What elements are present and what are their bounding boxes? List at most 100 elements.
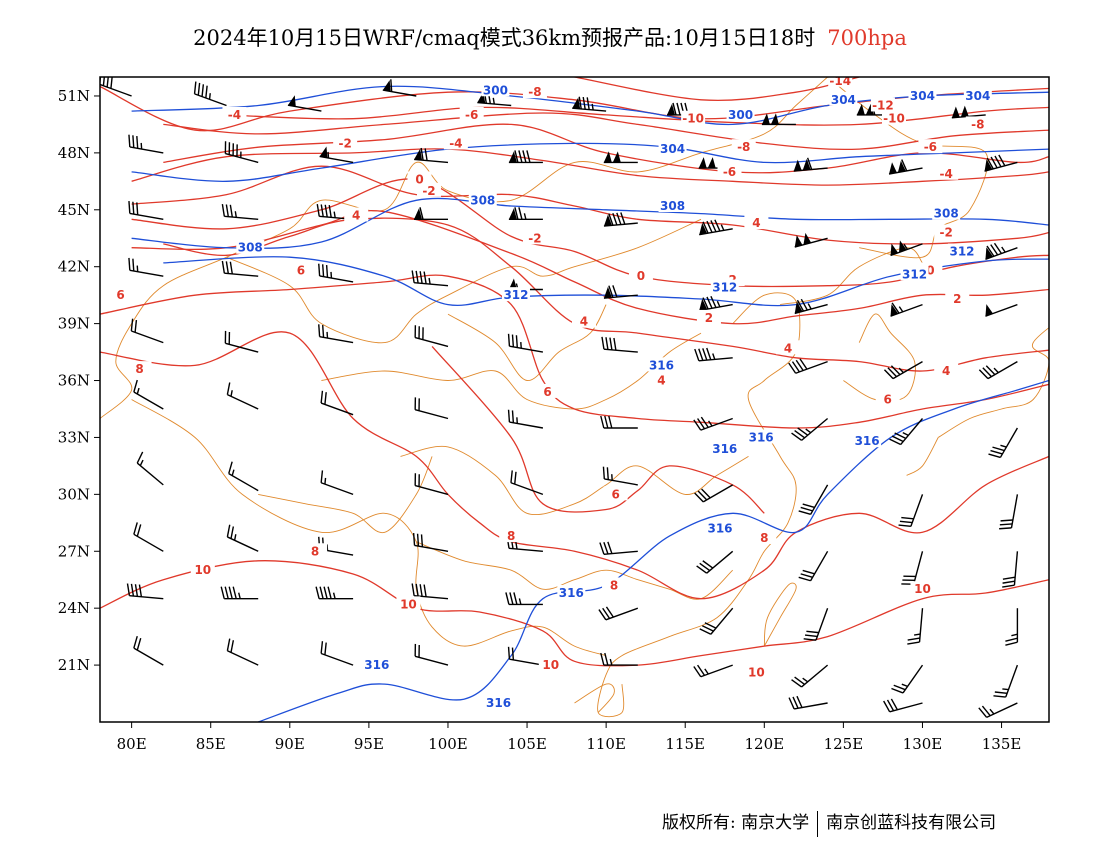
label-mask [932,205,961,220]
lat-tick-label: 33N [58,428,90,446]
isotherm-label: -6 [924,140,937,154]
border-line [938,327,1049,438]
temperature-isotherm [100,560,1049,667]
wind-barb [693,416,733,431]
wind-barb [507,646,544,666]
wind-barb [136,451,164,486]
wind-barb [600,415,638,429]
label-mask [681,110,706,125]
wind-barb [133,379,164,410]
label-mask [900,266,929,281]
label-mask [870,97,895,112]
isotherm-label: -4 [940,167,953,181]
lon-tick-label: 125E [824,735,864,753]
copyright-owner: 版权所有: 南京大学 [662,813,810,833]
title-text: 2024年10月15日WRF/cmaq模式36km预报产品:10月15日18时 [193,26,816,50]
wind-barb [382,79,417,97]
label-mask [108,287,133,302]
height-contour-label: 308 [934,207,959,221]
label-mask [717,163,742,178]
wind-barb [414,473,449,496]
isotherm-label: -4 [449,136,462,150]
wind-barb [318,324,354,344]
label-mask [934,165,959,180]
wind-barb [287,95,322,112]
border-line [447,304,607,381]
wind-barb [508,150,543,164]
height-contour-label: 304 [660,142,685,156]
wind-barb [133,636,164,666]
temperature-isotherm [131,178,1049,288]
wind-barb [699,219,733,236]
wind-barb [510,470,544,496]
wind-barb [978,702,1018,719]
temperature-isotherm [131,210,1049,325]
wind-barb [319,146,354,164]
isotherm-label: -14 [829,74,851,88]
label-mask [522,84,547,99]
isotherm-label: 4 [784,341,792,355]
label-mask [948,243,977,258]
temperature-isotherm [574,77,860,101]
wind-barb [699,295,733,312]
isotherm-label: 6 [543,385,551,399]
wind-barb [602,466,638,486]
isotherm-label: 2 [953,292,961,306]
wind-barb [507,333,544,353]
lon-tick-label: 85E [196,735,226,753]
isotherm-label: 4 [752,216,760,230]
border-line [843,313,916,402]
wind-barb [221,260,259,277]
isotherm-label: 8 [507,529,515,543]
height-contour [131,197,1049,249]
wind-barb [318,263,354,283]
height-contour-label: 316 [749,430,774,444]
title-pressure-level: 700hpa [827,26,907,50]
label-mask [910,581,935,596]
wind-barb [907,608,924,645]
isotherm-label: 4 [942,364,950,378]
height-contour-label: 300 [483,83,508,97]
height-contour-label: 304 [831,93,856,107]
lon-tick-label: 95E [354,735,384,753]
wind-barb [694,347,733,362]
province-borders [100,77,1049,718]
isotherm-label: -8 [971,117,984,131]
wind-barb [993,664,1019,698]
wind-barb [791,417,829,441]
height-contour-label: 316 [707,522,732,536]
isotherm-label: 4 [657,374,665,388]
wind-barb [414,147,449,164]
wind-barb [898,494,924,528]
label-mask [776,340,801,355]
label-mask [236,239,265,254]
wind-barb [1002,551,1019,588]
wind-barb [320,641,354,666]
isotherm-label: -2 [338,136,351,150]
isotherm-label: -6 [723,165,736,179]
wind-barb [130,318,164,344]
isotherm-label: 4 [352,208,360,222]
wind-barb [889,418,924,446]
isotherm-label: 10 [542,658,559,672]
wind-barb [412,533,449,552]
wind-barb [411,270,449,287]
wind-barb [693,664,733,678]
wind-barb [603,151,638,164]
wind-barb [603,212,638,227]
lat-tick-label: 48N [58,144,90,162]
wind-barb [133,522,164,552]
height-contour-label: 316 [559,586,584,600]
label-mask [127,361,152,376]
wind-barb [699,607,734,635]
height-contour [131,142,1049,182]
wind-barb [411,583,449,600]
wind-barb [226,524,259,552]
isotherm-label: 8 [610,578,618,592]
lon-tick-label: 135E [982,735,1022,753]
temperature-isotherm [431,345,765,514]
height-contour-label: 316 [364,658,389,672]
label-mask [647,357,676,372]
lon-tick-label: 90E [275,735,305,753]
isotherm-label: 10 [194,563,211,577]
